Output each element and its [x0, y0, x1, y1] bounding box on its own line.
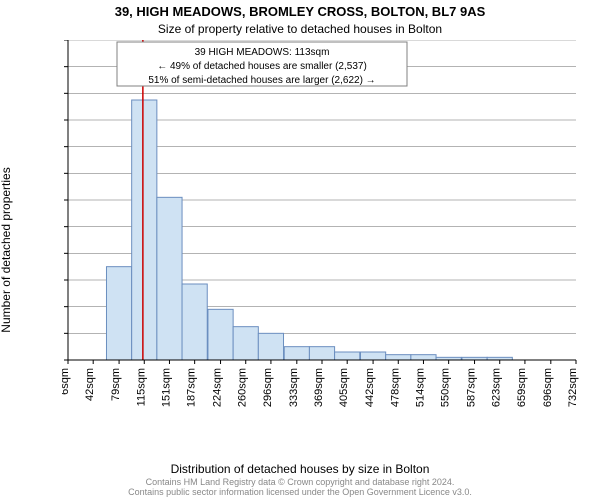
svg-text:405sqm: 405sqm — [338, 368, 350, 407]
histogram-bar — [208, 309, 233, 360]
svg-text:6sqm: 6sqm — [62, 368, 71, 395]
histogram-bar — [182, 284, 207, 360]
svg-text:442sqm: 442sqm — [364, 368, 376, 407]
svg-text:187sqm: 187sqm — [186, 368, 198, 407]
svg-text:42sqm: 42sqm — [84, 368, 96, 401]
svg-text:696sqm: 696sqm — [542, 368, 554, 407]
histogram-bar — [258, 333, 283, 360]
svg-text:478sqm: 478sqm — [389, 368, 401, 407]
svg-text:732sqm: 732sqm — [567, 368, 579, 407]
histogram-bar — [157, 197, 182, 360]
svg-text:550sqm: 550sqm — [440, 368, 452, 407]
annotation-line: ← 49% of detached houses are smaller (2,… — [157, 61, 367, 72]
footer-line-2: Contains public sector information licen… — [0, 487, 600, 497]
histogram-bar — [411, 355, 436, 360]
x-axis-label: Distribution of detached houses by size … — [0, 462, 600, 476]
svg-text:79sqm: 79sqm — [110, 368, 122, 401]
svg-text:587sqm: 587sqm — [466, 368, 478, 407]
histogram-bar — [233, 327, 258, 360]
svg-text:659sqm: 659sqm — [516, 368, 528, 407]
histogram-bar — [386, 355, 411, 360]
chart-plot-area: 0200400600800100012001400160018002000220… — [62, 40, 582, 410]
histogram-bar — [132, 100, 157, 360]
footer-line-1: Contains HM Land Registry data © Crown c… — [0, 477, 600, 487]
chart-svg: 0200400600800100012001400160018002000220… — [62, 40, 582, 410]
svg-text:115sqm: 115sqm — [135, 368, 147, 406]
svg-text:333sqm: 333sqm — [288, 368, 300, 407]
histogram-bar — [360, 352, 385, 360]
svg-text:514sqm: 514sqm — [414, 368, 426, 407]
footer-attribution: Contains HM Land Registry data © Crown c… — [0, 477, 600, 497]
svg-text:296sqm: 296sqm — [262, 368, 274, 407]
histogram-bar — [284, 347, 309, 360]
y-axis-label: Number of detached properties — [0, 167, 13, 332]
svg-text:260sqm: 260sqm — [237, 368, 249, 407]
annotation-line: 51% of semi-detached houses are larger (… — [148, 75, 375, 86]
svg-text:224sqm: 224sqm — [212, 368, 224, 407]
svg-text:151sqm: 151sqm — [160, 368, 172, 407]
svg-text:623sqm: 623sqm — [491, 368, 503, 407]
chart-subtitle: Size of property relative to detached ho… — [0, 22, 600, 36]
annotation-line: 39 HIGH MEADOWS: 113sqm — [195, 47, 330, 58]
histogram-bar — [106, 267, 131, 360]
chart-title: 39, HIGH MEADOWS, BROMLEY CROSS, BOLTON,… — [0, 4, 600, 19]
histogram-bar — [309, 347, 334, 360]
svg-text:369sqm: 369sqm — [313, 368, 325, 407]
histogram-bar — [335, 352, 360, 360]
